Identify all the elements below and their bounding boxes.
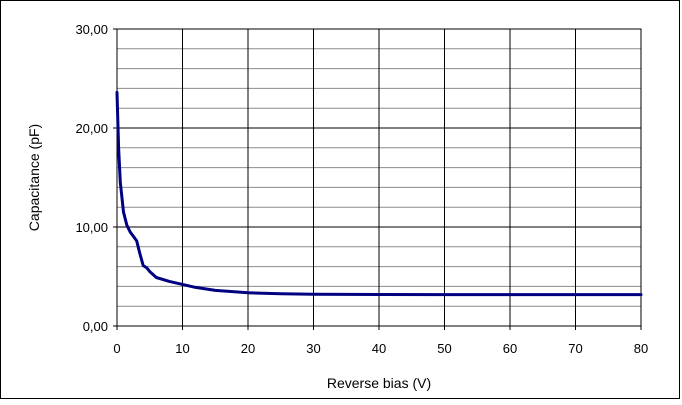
y-axis-label: Capacitance (pF) bbox=[26, 124, 42, 231]
y-tick-label: 10,00 bbox=[75, 220, 108, 235]
y-tick-label: 30,00 bbox=[75, 22, 108, 37]
series-layer bbox=[115, 90, 643, 297]
y-axis-ticks: 0,00 10,00 20,00 30,00 bbox=[75, 22, 117, 334]
x-tick-label: 20 bbox=[241, 341, 255, 356]
major-gridlines bbox=[116, 28, 642, 327]
x-tick-label: 40 bbox=[372, 341, 386, 356]
x-tick-label: 70 bbox=[568, 341, 582, 356]
x-tick-label: 80 bbox=[634, 341, 648, 356]
x-axis-label: Reverse bias (V) bbox=[327, 375, 431, 391]
x-tick-label: 0 bbox=[113, 341, 120, 356]
x-tick-label: 10 bbox=[175, 341, 189, 356]
x-tick-label: 30 bbox=[306, 341, 320, 356]
x-tick-label: 60 bbox=[503, 341, 517, 356]
y-tick-label: 20,00 bbox=[75, 121, 108, 136]
x-tick-label: 50 bbox=[437, 341, 451, 356]
series-line-0 bbox=[115, 90, 643, 297]
x-axis-ticks: 0 10 20 30 40 50 60 70 80 bbox=[113, 326, 648, 356]
y-tick-label: 0,00 bbox=[83, 319, 108, 334]
